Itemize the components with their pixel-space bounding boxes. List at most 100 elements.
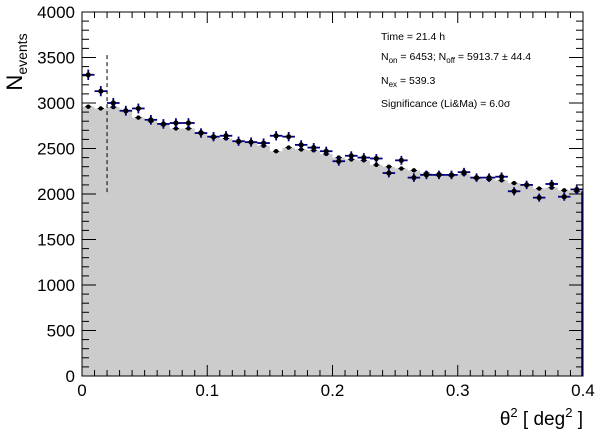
on-point-25	[395, 155, 408, 165]
x-tick-label: 0	[77, 381, 86, 400]
on-point-marker	[273, 133, 279, 139]
on-point-12	[232, 136, 245, 146]
off-point-16	[285, 145, 292, 150]
on-point-marker	[198, 130, 204, 136]
on-point-3	[119, 105, 133, 116]
on-point-marker	[98, 88, 104, 94]
off-point-marker	[86, 104, 91, 109]
on-point-marker	[123, 108, 129, 114]
y-tick-label: 0	[66, 367, 75, 386]
on-point-marker	[411, 175, 417, 181]
on-point-26	[407, 173, 421, 182]
off-point-marker	[386, 164, 392, 169]
on-point-marker	[160, 121, 167, 127]
stats-nex-value: = 539.3	[397, 75, 435, 87]
on-point-marker	[348, 153, 354, 159]
off-point-marker	[536, 186, 542, 191]
on-point-31	[470, 173, 483, 182]
on-point-29	[445, 170, 458, 180]
off-point-marker	[173, 126, 179, 131]
y-tick-label: 1500	[37, 231, 75, 250]
on-point-1	[94, 86, 108, 97]
axis-ticks: 0 500 1000 1500 2000 2500 3000 3500 4000 0 0.1 0.2 0…	[37, 3, 595, 400]
off-point-23	[373, 162, 380, 168]
off-point-8	[185, 126, 192, 131]
y-tick-label: 2500	[37, 140, 75, 159]
on-point-marker	[85, 72, 91, 78]
on-point-marker	[423, 172, 430, 178]
on-point-marker	[323, 148, 329, 154]
on-point-marker	[461, 169, 467, 175]
x-axis-title-unit-open: [ deg	[518, 409, 566, 430]
on-point-marker	[549, 181, 555, 187]
on-point-marker	[373, 155, 379, 162]
on-point-35	[520, 180, 533, 190]
y-tick-label: 2000	[37, 185, 75, 204]
on-point-marker	[173, 120, 179, 126]
stats-non-sub: on	[389, 56, 398, 65]
x-axis-title: θ2 [ deg2 ]	[500, 405, 583, 430]
on-point-marker	[511, 188, 517, 194]
on-point-marker	[361, 155, 367, 161]
on-point-10	[207, 132, 220, 142]
off-point-15	[273, 149, 280, 154]
on-point-marker	[185, 120, 192, 126]
stats-box: Time = 21.4 h Non = 6453; Noff = 5913.7 …	[381, 31, 531, 110]
off-point-marker	[273, 149, 279, 154]
on-point-19	[319, 146, 333, 156]
on-point-marker	[235, 138, 242, 144]
y-tick-label: 500	[47, 322, 75, 341]
stats-non-value: = 6453;	[398, 51, 439, 63]
off-point-34	[510, 180, 518, 186]
stats-significance: Significance (Li&Ma) = 6.0σ	[381, 98, 511, 110]
off-point-1	[97, 106, 104, 111]
on-point-marker	[561, 194, 567, 200]
on-point-7	[169, 118, 183, 128]
on-point-21	[345, 151, 358, 161]
stats-counts: Non = 6453; Noff = 5913.7 ± 44.4	[381, 51, 531, 65]
on-point-33	[495, 172, 508, 181]
off-point-marker	[562, 188, 567, 193]
off-point-0	[85, 104, 92, 109]
off-point-marker	[399, 166, 404, 171]
x-tick-label: 0.3	[446, 381, 470, 400]
y-axis-title: Nevents	[2, 33, 30, 90]
on-point-24	[382, 168, 396, 178]
on-point-marker	[574, 186, 580, 193]
stats-excess: Nex = 539.3	[381, 75, 435, 89]
on-point-32	[482, 173, 496, 182]
on-point-11	[219, 131, 233, 141]
off-point-38	[561, 188, 568, 193]
on-point-38	[557, 192, 571, 201]
on-point-37	[545, 179, 558, 189]
y-axis-title-base: N	[2, 75, 27, 91]
y-axis-title-sub: events	[14, 33, 30, 74]
on-point-15	[269, 131, 283, 141]
on-point-marker	[298, 142, 304, 148]
stats-time: Time = 21.4 h	[381, 31, 445, 43]
x-axis-title-unit-close: ]	[572, 409, 583, 430]
x-tick-label: 0.2	[321, 381, 345, 400]
on-point-marker	[148, 117, 154, 123]
off-point-marker	[186, 126, 191, 131]
on-point-4	[132, 103, 145, 114]
on-point-36	[532, 193, 546, 202]
y-tick-label: 3000	[37, 94, 75, 113]
x-axis-title-sup: 2	[510, 405, 517, 420]
stats-noff-value: = 5913.7 ± 44.4	[455, 51, 531, 63]
x-axis-title-unit-sup: 2	[565, 405, 572, 420]
x-tick-label: 0.4	[571, 381, 595, 400]
on-point-marker	[248, 139, 254, 145]
on-point-marker	[536, 195, 542, 201]
on-point-18	[307, 143, 320, 153]
off-point-25	[398, 166, 405, 171]
on-point-8	[182, 118, 195, 128]
off-histogram-layer	[82, 106, 583, 376]
off-point-24	[385, 164, 392, 169]
on-point-34	[507, 187, 521, 196]
stats-noff-sub: off	[446, 56, 456, 65]
on-points-layer	[82, 69, 583, 202]
on-point-30	[457, 167, 471, 177]
